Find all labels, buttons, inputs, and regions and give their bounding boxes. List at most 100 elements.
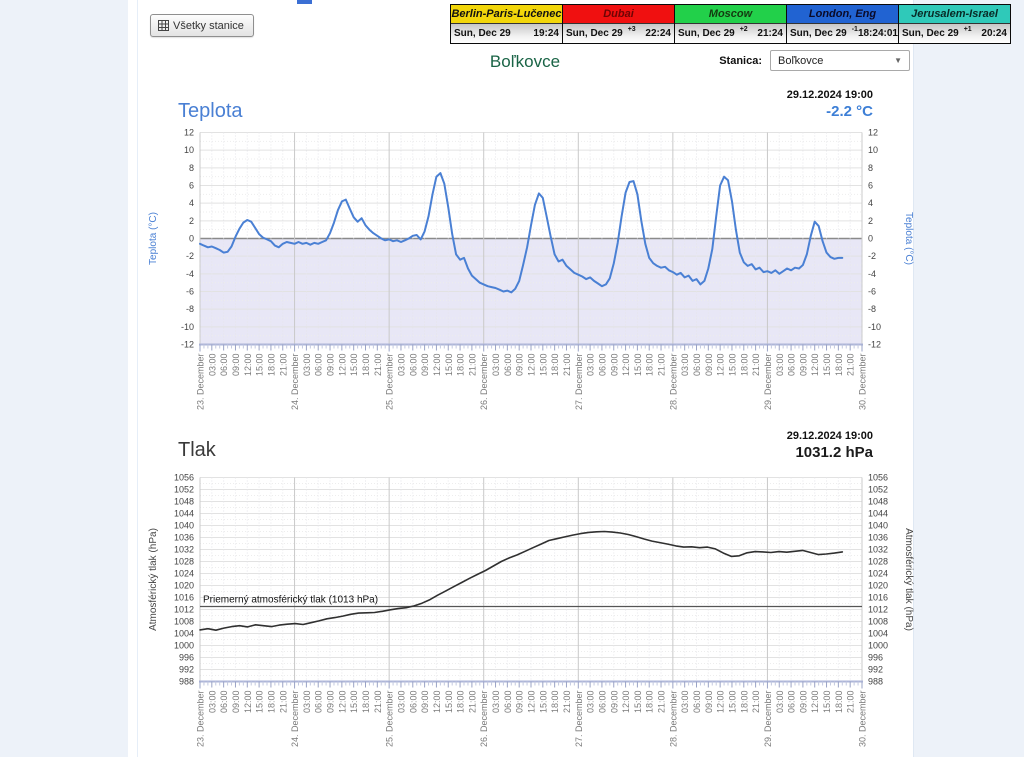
clock-cell: Dubai Sun, Dec 29 +3 22:24 (563, 5, 675, 43)
clock-cell: Moscow Sun, Dec 29 +2 21:24 (675, 5, 787, 43)
svg-text:26. December: 26. December (479, 354, 489, 411)
grid-icon (158, 20, 169, 31)
clock-time: 19:24 (533, 28, 559, 39)
all-stations-label: Všetky stanice (173, 19, 244, 32)
svg-text:06:00: 06:00 (408, 354, 418, 377)
svg-text:1008: 1008 (868, 617, 888, 627)
pressure-timestamp: 29.12.2024 19:00 (786, 430, 873, 442)
temperature-chart-title: Teplota (178, 100, 243, 122)
clock-city-name: Moscow (675, 5, 786, 24)
svg-text:03:00: 03:00 (207, 691, 217, 714)
clock-utc-offset: +3 (627, 26, 636, 33)
svg-text:18:00: 18:00 (550, 354, 560, 377)
svg-text:15:00: 15:00 (255, 691, 265, 714)
svg-text:15:00: 15:00 (727, 354, 737, 377)
pressure-chart[interactable]: 988 988 992 992 996 996 1000 1000 1004 1004 1008 10… (140, 472, 914, 768)
svg-text:30. December: 30. December (858, 354, 868, 411)
svg-text:15:00: 15:00 (349, 691, 359, 714)
svg-text:21:00: 21:00 (657, 354, 667, 377)
svg-text:06:00: 06:00 (692, 354, 702, 377)
svg-text:1000: 1000 (174, 641, 194, 651)
clock-date: Sun, Dec 29 (678, 28, 735, 39)
svg-text:1024: 1024 (174, 569, 194, 579)
temperature-chart[interactable]: -12 -12 -10 -10 -8 -8 -6 -6 -4 -4 -2 -2 0 0 2 2 4 4 6 6 8 8 10… (140, 128, 914, 421)
clock-time: 18:24:01 (857, 28, 898, 39)
clock-date: Sun, Dec 29 (902, 28, 959, 39)
svg-text:1052: 1052 (868, 485, 888, 495)
svg-text:15:00: 15:00 (633, 353, 643, 376)
pressure-reference-line-label: Priemerný atmosférický tlak (1013 hPa) (203, 595, 378, 606)
svg-text:09:00: 09:00 (609, 691, 619, 714)
svg-text:28. December: 28. December (668, 691, 678, 748)
svg-text:21:00: 21:00 (846, 354, 856, 377)
svg-text:1028: 1028 (868, 557, 888, 567)
svg-text:21:00: 21:00 (846, 691, 856, 714)
svg-text:09:00: 09:00 (231, 354, 241, 377)
svg-text:1000: 1000 (868, 641, 888, 651)
svg-text:24. December: 24. December (290, 691, 300, 748)
svg-text:1020: 1020 (174, 581, 194, 591)
svg-text:0: 0 (868, 234, 873, 244)
clock-city-name: Jerusalem-Israel (899, 5, 1010, 24)
svg-text:15:00: 15:00 (255, 354, 265, 377)
svg-text:23. December: 23. December (196, 691, 206, 748)
clock-utc-offset: +1 (963, 26, 972, 33)
left-margin-panel (0, 0, 128, 757)
clock-city-name: London, Eng (787, 5, 898, 24)
svg-text:03:00: 03:00 (586, 354, 596, 377)
svg-text:12:00: 12:00 (810, 691, 820, 714)
svg-text:03:00: 03:00 (491, 354, 501, 377)
svg-text:28. December: 28. December (668, 354, 678, 411)
svg-text:15:00: 15:00 (822, 691, 832, 714)
svg-text:03:00: 03:00 (680, 691, 690, 714)
svg-text:6: 6 (189, 181, 194, 191)
svg-text:26. December: 26. December (479, 691, 489, 748)
svg-text:1004: 1004 (174, 629, 194, 639)
svg-text:29. December: 29. December (763, 354, 773, 411)
clock-date: Sun, Dec 29 (566, 28, 623, 39)
svg-text:996: 996 (179, 653, 194, 663)
svg-text:06:00: 06:00 (408, 691, 418, 714)
clock-time: 20:24 (981, 28, 1007, 39)
svg-text:09:00: 09:00 (420, 691, 430, 714)
svg-text:09:00: 09:00 (326, 354, 336, 377)
svg-text:1044: 1044 (868, 509, 888, 519)
svg-text:18:00: 18:00 (739, 354, 749, 377)
svg-text:12:00: 12:00 (243, 691, 253, 714)
svg-text:12: 12 (184, 128, 194, 138)
svg-text:21:00: 21:00 (278, 691, 288, 714)
svg-text:03:00: 03:00 (302, 354, 312, 377)
svg-text:1016: 1016 (868, 593, 888, 603)
svg-text:06:00: 06:00 (503, 691, 513, 714)
svg-text:1032: 1032 (868, 545, 888, 555)
pressure-y-axis-title-right: Atmosférický tlak (hPa) (903, 528, 914, 631)
svg-text:-8: -8 (868, 304, 876, 314)
svg-text:1032: 1032 (174, 545, 194, 555)
clock-cell: London, Eng Sun, Dec 29 -1 18:24:01 (787, 5, 899, 43)
svg-text:-12: -12 (868, 340, 881, 350)
svg-text:21:00: 21:00 (278, 354, 288, 377)
clock-time: 22:24 (645, 28, 671, 39)
svg-text:06:00: 06:00 (787, 691, 797, 714)
svg-text:06:00: 06:00 (787, 354, 797, 377)
svg-text:09:00: 09:00 (704, 691, 714, 714)
svg-text:09:00: 09:00 (515, 354, 525, 377)
temperature-y-axis-title-right: Teplota (°C) (903, 212, 914, 265)
svg-text:09:00: 09:00 (798, 354, 808, 377)
svg-text:18:00: 18:00 (645, 691, 655, 714)
svg-text:21:00: 21:00 (562, 354, 572, 377)
svg-text:-8: -8 (186, 304, 194, 314)
svg-text:-4: -4 (868, 269, 876, 279)
station-select[interactable]: Boľkovce ▼ (770, 50, 910, 71)
svg-text:03:00: 03:00 (302, 691, 312, 714)
svg-text:10: 10 (868, 145, 878, 155)
svg-text:988: 988 (179, 677, 194, 687)
svg-text:06:00: 06:00 (503, 354, 513, 377)
svg-text:-6: -6 (868, 287, 876, 297)
svg-text:12:00: 12:00 (810, 354, 820, 377)
svg-text:09:00: 09:00 (326, 691, 336, 714)
all-stations-button[interactable]: Všetky stanice (150, 14, 254, 37)
svg-text:8: 8 (189, 163, 194, 173)
svg-text:12: 12 (868, 128, 878, 138)
svg-text:15:00: 15:00 (633, 691, 643, 714)
